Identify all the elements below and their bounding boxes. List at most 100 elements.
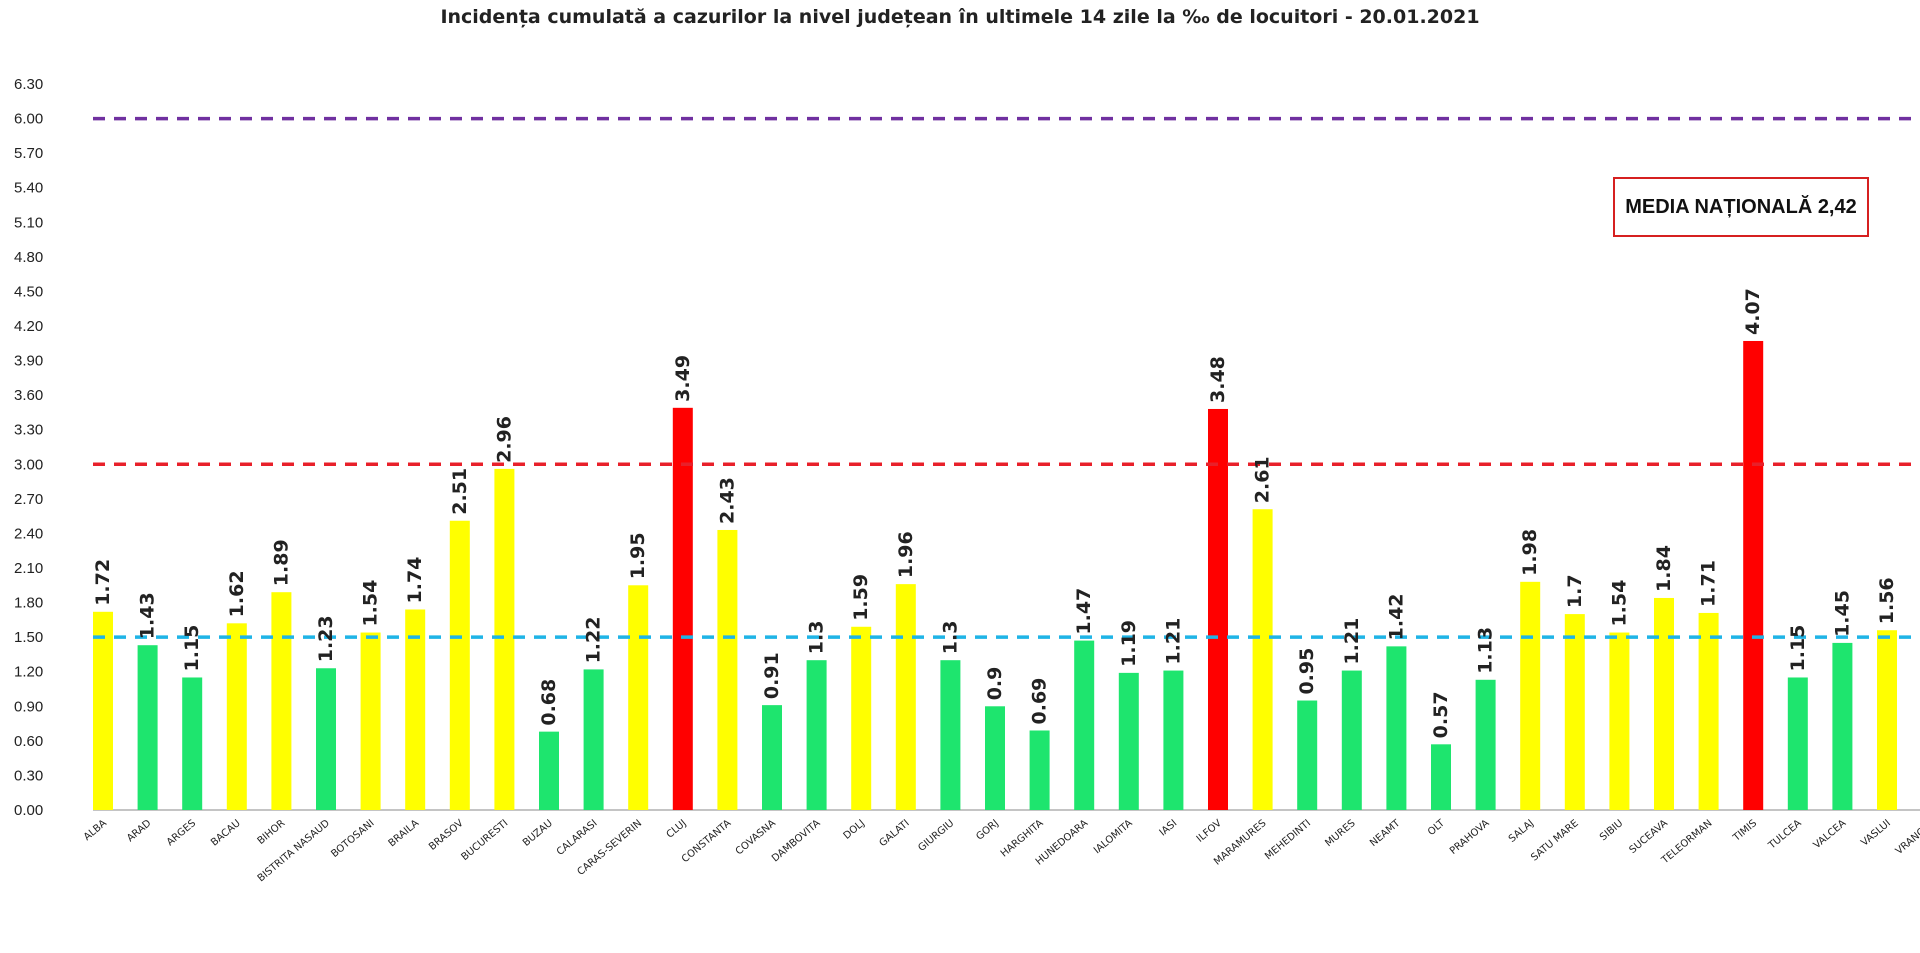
y-tick-label: 1.20 xyxy=(14,664,43,681)
x-tick-label: CLUJ xyxy=(665,818,689,841)
chart-title: Incidența cumulată a cazurilor la nivel … xyxy=(440,6,1480,28)
bar-covasna xyxy=(762,705,782,810)
y-tick-label: 3.90 xyxy=(14,353,43,370)
x-tick-label: GIURGIU xyxy=(916,818,956,854)
x-tick-label: BACAU xyxy=(209,818,243,849)
y-tick-label: 5.10 xyxy=(14,214,43,231)
data-label: 3.48 xyxy=(1207,356,1229,403)
bar-giurgiu xyxy=(940,660,961,810)
data-label: 1.59 xyxy=(850,574,872,621)
x-tick-label: SALAJ xyxy=(1507,818,1536,845)
bar-calarasi xyxy=(583,669,604,810)
bar-galati xyxy=(895,584,916,810)
data-label: 0.68 xyxy=(538,679,560,726)
bar-harghita xyxy=(1029,730,1050,810)
x-tick-label: IALOMITA xyxy=(1092,818,1135,856)
bar-prahova xyxy=(1475,679,1496,810)
y-tick-label: 4.80 xyxy=(14,249,43,266)
x-tick-label: SUCEAVA xyxy=(1627,818,1670,856)
y-tick-label: 1.80 xyxy=(14,595,43,612)
bar-dambovita xyxy=(806,660,827,810)
data-label: 1.3 xyxy=(806,621,828,655)
x-tick-label: DOLJ xyxy=(842,818,868,842)
x-tick-label: ARAD xyxy=(125,818,154,845)
data-label: 1.45 xyxy=(1831,590,1853,637)
bar-gorj xyxy=(985,706,1005,810)
y-tick-label: 4.50 xyxy=(14,283,43,300)
data-label: 0.69 xyxy=(1029,678,1051,725)
y-tick-label: 1.50 xyxy=(14,629,43,646)
data-labels: 1.72 1.43 1.15 1.62 1.89 1.23 1.54 1.74 2.51 2.96… xyxy=(92,288,1898,738)
x-tick-label: ALBA xyxy=(82,818,109,843)
y-tick-label: 4.20 xyxy=(14,318,43,335)
y-tick-label: 6.00 xyxy=(14,111,43,128)
y-tick-label: 3.60 xyxy=(14,387,43,404)
bar-tulcea xyxy=(1787,677,1808,810)
y-tick-label: 3.00 xyxy=(14,456,43,473)
x-tick-label: PRAHOVA xyxy=(1448,818,1492,857)
x-tick-label: NEAMT xyxy=(1368,817,1403,849)
data-label: 1.19 xyxy=(1118,620,1140,667)
bar-ialomita xyxy=(1118,672,1139,810)
bar-alba xyxy=(93,611,113,810)
x-tick-label: ILFOV xyxy=(1195,818,1224,845)
bar-timis xyxy=(1743,340,1764,810)
data-label: 1.89 xyxy=(270,539,292,586)
bar-bihor xyxy=(271,592,292,810)
data-label: 1.95 xyxy=(627,532,649,579)
data-label: 1.74 xyxy=(404,557,426,604)
x-tick-label: VASLUI xyxy=(1859,818,1893,849)
x-tick-label: DAMBOVITA xyxy=(770,818,823,865)
x-tick-label: HARGHITA xyxy=(999,818,1046,860)
bar-arad xyxy=(137,645,158,810)
data-label: 1.13 xyxy=(1475,627,1497,674)
bar-teleorman xyxy=(1698,612,1719,810)
national-average-label: MEDIA NAȚIONALĂ 2,42 xyxy=(1625,195,1857,218)
x-tick-label: BUCURESTI xyxy=(459,818,510,863)
bar-satu-mare xyxy=(1564,614,1585,810)
data-label: 2.51 xyxy=(449,468,471,515)
data-label: 0.95 xyxy=(1296,648,1318,695)
bar-constanta xyxy=(717,529,738,810)
reference-lines xyxy=(93,116,1920,639)
data-label: 1.43 xyxy=(137,592,159,639)
bar-sibiu xyxy=(1609,632,1630,810)
x-tick-label: BIHOR xyxy=(256,818,288,847)
y-tick-label: 2.70 xyxy=(14,491,43,508)
bar-dolj xyxy=(851,626,872,810)
bar-cluj xyxy=(672,407,693,810)
bar-valcea xyxy=(1832,642,1853,810)
bar-ilfov xyxy=(1208,408,1228,810)
data-label: 1.54 xyxy=(360,580,382,627)
data-label: 1.71 xyxy=(1698,560,1720,607)
bar-bistrita-nasaud xyxy=(316,668,336,810)
data-label: 4.07 xyxy=(1742,288,1764,335)
data-label: 3.49 xyxy=(672,355,694,402)
x-tick-label: GORJ xyxy=(974,818,1001,843)
y-tick-label: 6.30 xyxy=(14,76,43,93)
data-label: 1.96 xyxy=(895,531,917,578)
bar-caras-severin xyxy=(628,585,649,810)
x-tick-label: MEHEDINTI xyxy=(1263,818,1313,862)
data-label: 1.47 xyxy=(1073,588,1095,635)
bar-brasov xyxy=(449,520,470,810)
x-tick-label: BOTOSANI xyxy=(329,818,376,860)
data-label: 1.54 xyxy=(1608,580,1630,627)
x-tick-label: VALCEA xyxy=(1812,818,1849,851)
y-tick-label: 5.40 xyxy=(14,180,43,197)
bar-arges xyxy=(182,677,203,810)
bars xyxy=(93,340,1897,810)
data-label: 1.62 xyxy=(226,570,248,617)
bar-salaj xyxy=(1520,581,1541,810)
x-tick-label: SIBIU xyxy=(1598,818,1625,843)
x-tick-label: BRASOV xyxy=(427,818,466,853)
y-tick-label: 2.40 xyxy=(14,525,43,542)
data-label: 0.9 xyxy=(984,667,1006,701)
bar-buzau xyxy=(539,731,559,810)
y-tick-label: 5.70 xyxy=(14,145,43,162)
data-label: 1.21 xyxy=(1162,618,1184,665)
bar-maramures xyxy=(1252,509,1273,810)
data-label: 0.91 xyxy=(761,652,783,699)
bar-botosani xyxy=(360,632,381,810)
